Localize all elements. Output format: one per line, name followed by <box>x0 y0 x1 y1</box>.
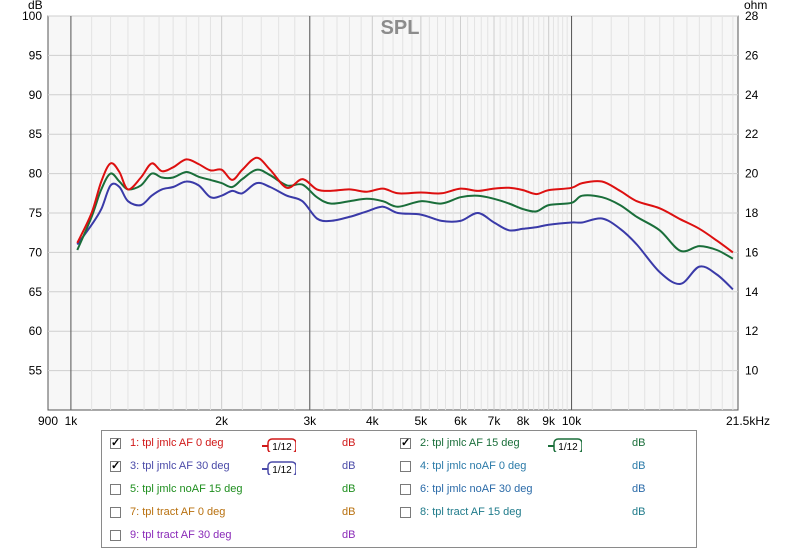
axis-labels: 55 60 65 70 75 80 85 90 95 100 10 12 14 16 18 20 22 24 26 2… <box>22 9 770 428</box>
spl-chart: 55 60 65 70 75 80 85 90 95 100 10 12 14 16 18 20 22 24 26 2… <box>21 0 771 428</box>
legend-item[interactable]: 9: tpl tract AF 30 deg dB <box>110 528 390 546</box>
chart-title: SPL <box>381 17 420 39</box>
legend-label: 5: tpl jmlc noAF 15 deg <box>130 483 243 495</box>
legend-unit: dB <box>342 437 356 449</box>
x-tick-label: 1k <box>65 414 79 428</box>
svg-text:1/12: 1/12 <box>272 442 292 452</box>
x-tick-label: 8k <box>517 414 531 428</box>
legend-item[interactable]: 2: tpl jmlc AF 15 deg 1/12 dB <box>400 436 680 454</box>
y-right-tick-label: 16 <box>745 245 759 259</box>
svg-text:1/12: 1/12 <box>558 442 578 452</box>
x-tick-label: 7k <box>488 414 502 428</box>
x-tick-label: 5k <box>415 414 429 428</box>
legend-unit: dB <box>632 460 646 472</box>
legend-checkbox[interactable] <box>400 507 411 518</box>
series-layer <box>76 156 734 291</box>
y-right-unit: ohm <box>744 0 767 12</box>
legend-checkbox[interactable] <box>400 461 411 472</box>
y-left-tick-label: 65 <box>29 285 43 299</box>
legend-checkbox[interactable] <box>400 484 411 495</box>
legend-label: 1: tpl jmlc AF 0 deg <box>130 437 224 449</box>
legend-unit: dB <box>632 483 646 495</box>
y-left-tick-label: 55 <box>29 364 43 378</box>
series-line-3 <box>76 180 734 291</box>
y-left-tick-label: 95 <box>29 48 43 62</box>
legend-item[interactable]: 5: tpl jmlc noAF 15 deg dB <box>110 482 390 500</box>
legend-item[interactable]: 8: tpl tract AF 15 deg dB <box>400 505 680 523</box>
legend-unit: dB <box>632 437 646 449</box>
legend-checkbox[interactable] <box>400 438 411 449</box>
legend-unit: dB <box>342 529 356 541</box>
legend-checkbox[interactable] <box>110 461 121 472</box>
y-right-tick-label: 14 <box>745 285 759 299</box>
legend-label: 4: tpl jmlc noAF 0 deg <box>420 460 527 472</box>
y-left-tick-label: 60 <box>29 324 43 338</box>
legend-item[interactable]: 4: tpl jmlc noAF 0 deg dB <box>400 459 680 477</box>
legend-checkbox[interactable] <box>110 530 121 541</box>
legend-label: 2: tpl jmlc AF 15 deg <box>420 437 520 449</box>
legend-label: 6: tpl jmlc noAF 30 deg <box>420 483 533 495</box>
y-left-tick-label: 100 <box>22 9 42 23</box>
x-tick-label: 10k <box>562 414 582 428</box>
y-right-tick-label: 20 <box>745 167 759 181</box>
x-tick-label: 3k <box>303 414 317 428</box>
grid-lines <box>48 15 738 410</box>
legend-label: 3: tpl jmlc AF 30 deg <box>130 460 230 472</box>
legend-label: 8: tpl tract AF 15 deg <box>420 506 522 518</box>
svg-text:1/12: 1/12 <box>272 465 292 475</box>
y-left-tick-label: 80 <box>29 167 43 181</box>
x-tick-label: 9k <box>542 414 556 428</box>
legend-item[interactable]: 6: tpl jmlc noAF 30 deg dB <box>400 482 680 500</box>
legend-item[interactable]: 3: tpl jmlc AF 30 deg 1/12 dB <box>110 459 390 477</box>
legend-checkbox[interactable] <box>110 507 121 518</box>
x-tick-label: 4k <box>366 414 380 428</box>
legend-item[interactable]: 7: tpl tract AF 0 deg dB <box>110 505 390 523</box>
legend-unit: dB <box>342 460 356 472</box>
y-right-tick-label: 10 <box>745 364 759 378</box>
x-tick-label: 21.5kHz <box>726 414 770 428</box>
x-tick-label: 900 <box>38 414 58 428</box>
y-left-tick-label: 75 <box>29 206 43 220</box>
smoothing-badge[interactable]: 1/12 <box>262 461 296 475</box>
y-right-tick-label: 18 <box>745 206 759 220</box>
y-left-tick-label: 90 <box>29 88 43 102</box>
smoothing-badge[interactable]: 1/12 <box>548 438 582 452</box>
y-right-tick-label: 12 <box>745 324 759 338</box>
legend-label: 7: tpl tract AF 0 deg <box>130 506 226 518</box>
x-tick-label: 2k <box>215 414 229 428</box>
legend-item[interactable]: 1: tpl jmlc AF 0 deg 1/12 dB <box>110 436 390 454</box>
series-line-2 <box>76 168 734 260</box>
legend-label: 9: tpl tract AF 30 deg <box>130 529 232 541</box>
y-right-tick-label: 24 <box>745 88 759 102</box>
y-left-tick-label: 85 <box>29 127 43 141</box>
legend-unit: dB <box>342 483 356 495</box>
series-line-1 <box>76 156 734 254</box>
y-left-tick-label: 70 <box>29 245 43 259</box>
y-right-tick-label: 28 <box>745 9 759 23</box>
y-right-tick-label: 26 <box>745 48 759 62</box>
x-tick-label: 6k <box>454 414 468 428</box>
legend-checkbox[interactable] <box>110 484 121 495</box>
legend-unit: dB <box>342 506 356 518</box>
legend-unit: dB <box>632 506 646 518</box>
legend-checkbox[interactable] <box>110 438 121 449</box>
y-left-unit: dB <box>28 0 43 12</box>
y-right-tick-label: 22 <box>745 127 759 141</box>
smoothing-badge[interactable]: 1/12 <box>262 438 296 452</box>
